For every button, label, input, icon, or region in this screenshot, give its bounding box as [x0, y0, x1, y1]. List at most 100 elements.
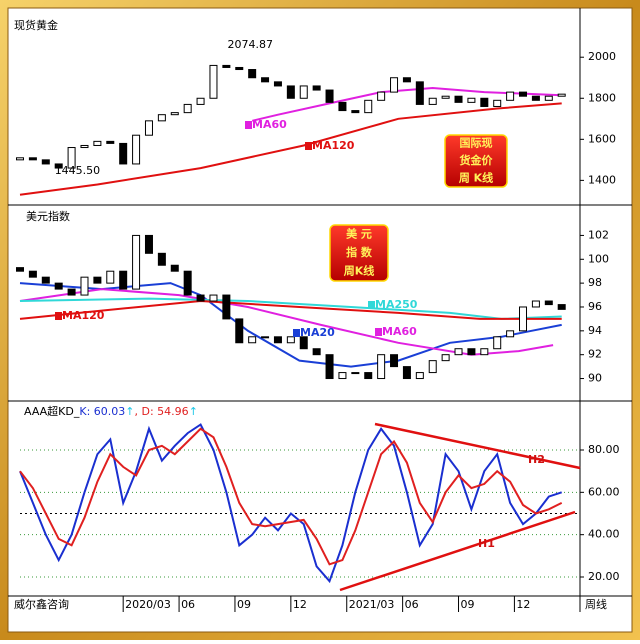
x-tick-label: 2021/03	[349, 598, 395, 611]
source: 威尔鑫咨询	[14, 597, 69, 611]
candle-body	[286, 336, 295, 344]
candle-body	[16, 267, 24, 272]
y-tick-label: 94	[588, 324, 602, 337]
badge	[329, 224, 389, 282]
y-tick-label: 1400	[588, 173, 616, 186]
candle-body	[299, 336, 308, 350]
line-series	[19, 299, 562, 320]
legend-label: MA250	[375, 298, 418, 311]
candle-body	[364, 372, 373, 380]
candle-body	[351, 372, 360, 375]
x-tick-label: 12	[516, 598, 530, 611]
line-series	[19, 427, 563, 566]
candle-body	[273, 81, 282, 87]
candle-body	[67, 288, 76, 296]
candle-body	[248, 69, 257, 79]
x-tick-label: 12	[293, 598, 307, 611]
candle-body	[338, 372, 347, 380]
candle-body	[183, 270, 192, 296]
indicator-name: AAA超KD_	[24, 404, 80, 418]
candle-body	[286, 85, 295, 99]
candle-body	[144, 234, 153, 254]
candle-body	[93, 276, 102, 284]
candle-body	[235, 66, 244, 71]
y-tick-label: 96	[588, 300, 602, 313]
candle-body	[493, 336, 502, 350]
x-tick-label: 06	[405, 598, 419, 611]
trend-line	[339, 510, 576, 592]
y-tick-label: 90	[588, 372, 602, 385]
legend-swatch	[55, 312, 62, 320]
candle-body	[67, 147, 76, 169]
candle-body	[519, 306, 528, 332]
candle-body	[261, 336, 270, 339]
candle-body	[41, 159, 50, 165]
line-series	[19, 102, 562, 196]
candle-body	[377, 354, 386, 380]
candle-body	[325, 354, 334, 380]
candle-body	[119, 270, 128, 290]
trend-label: H2	[528, 453, 545, 466]
y-tick-label: 102	[588, 228, 609, 241]
candle-body	[209, 294, 218, 302]
candle-body	[557, 304, 566, 310]
candle-body	[428, 360, 437, 374]
panel-title: AAA超KD_K: 60.03↑, D: 54.96↑	[24, 404, 198, 418]
x-tick-label: 06	[181, 598, 195, 611]
candle-body	[235, 318, 244, 344]
trend-label: H1	[478, 537, 495, 550]
y-tick-label: 1800	[588, 91, 616, 104]
y-tick-label: 100	[588, 252, 609, 265]
legend-swatch	[368, 301, 375, 309]
candle-body	[157, 252, 166, 266]
y-tick-label: 80.00	[588, 443, 620, 456]
candle-body	[132, 134, 141, 165]
arrow: ↑	[125, 405, 134, 418]
candle-body	[338, 101, 347, 112]
legend-label: MA60	[252, 118, 287, 131]
candle-body	[222, 64, 231, 68]
badge-text: 周K线	[344, 264, 375, 278]
candle-body	[531, 300, 540, 308]
candle-body	[157, 114, 166, 122]
candle-body	[506, 91, 515, 101]
candle-body	[480, 97, 489, 107]
y-tick-label: 40.00	[588, 528, 620, 541]
candle-body	[41, 276, 50, 284]
candle-body	[106, 140, 115, 144]
candle-body	[248, 336, 257, 344]
candle-body	[506, 330, 515, 338]
candle-body	[299, 85, 308, 99]
candle-body	[80, 144, 89, 149]
badge-text: 美 元	[346, 226, 372, 240]
candle-body	[364, 99, 373, 114]
panel-title: 美元指数	[26, 209, 70, 223]
candle-body	[467, 348, 476, 356]
badge	[444, 134, 508, 188]
candle-body	[493, 99, 502, 107]
candle-body	[54, 163, 63, 169]
candle-body	[312, 85, 321, 91]
candle-body	[16, 157, 24, 161]
y-tick-label: 92	[588, 348, 602, 361]
legend-swatch	[305, 142, 312, 150]
candle-body	[54, 282, 63, 290]
badge-text: 国际现	[460, 136, 493, 150]
candle-body	[531, 95, 540, 101]
panel-title: 现货黄金	[14, 18, 58, 32]
legend-label: MA120	[62, 309, 105, 322]
legend-swatch	[293, 329, 300, 337]
candle-body	[312, 348, 321, 356]
k-label: K: 60.03	[79, 405, 125, 418]
legend-swatch	[245, 121, 252, 129]
candle-body	[544, 95, 553, 101]
candle-body	[454, 348, 463, 356]
candle-body	[402, 366, 411, 380]
candle-body	[28, 270, 37, 278]
legend-label: MA20	[300, 326, 335, 339]
candle-body	[222, 294, 231, 320]
candle-body	[183, 103, 192, 114]
candle-body	[377, 91, 386, 101]
y-tick-label: 1600	[588, 132, 616, 145]
